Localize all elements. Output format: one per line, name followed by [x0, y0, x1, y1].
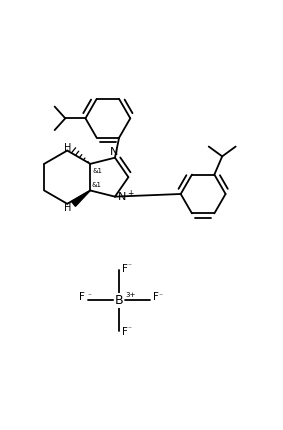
Text: 3+: 3+ — [125, 292, 136, 298]
Polygon shape — [72, 190, 90, 206]
Text: N: N — [118, 192, 127, 202]
Text: &1: &1 — [92, 182, 102, 187]
Text: B: B — [115, 294, 123, 307]
Text: H: H — [64, 143, 72, 153]
Text: ⁻: ⁻ — [127, 261, 132, 270]
Text: N: N — [110, 147, 119, 157]
Text: +: + — [127, 189, 133, 198]
Text: F: F — [153, 292, 159, 302]
Text: H: H — [64, 203, 72, 213]
Text: ⁻: ⁻ — [158, 291, 162, 300]
Text: ⁻: ⁻ — [127, 325, 132, 334]
Text: &1: &1 — [93, 168, 102, 174]
Text: ⁻: ⁻ — [88, 291, 92, 300]
Text: F: F — [122, 327, 128, 338]
Text: F: F — [122, 264, 128, 273]
Text: F: F — [79, 292, 85, 302]
